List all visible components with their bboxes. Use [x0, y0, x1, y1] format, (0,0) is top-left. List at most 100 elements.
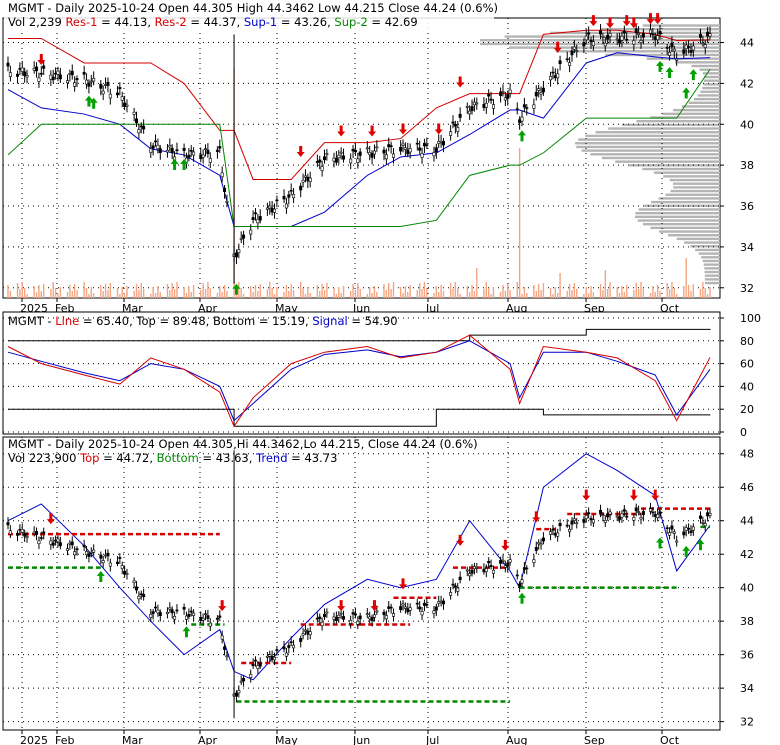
volume-bar: [223, 285, 226, 298]
candle-body: [270, 656, 274, 660]
candle-body: [253, 659, 257, 662]
volume-bar: [166, 284, 169, 298]
volume-profile-bar: [675, 61, 720, 64]
volume-profile-bar: [704, 267, 720, 270]
y-tick-label: 80: [740, 335, 754, 348]
candle-body: [570, 50, 574, 56]
volume-bar: [121, 287, 123, 298]
price-y-axis: 44 42 40 38 36 34 32: [720, 37, 754, 295]
volume-bar: [76, 290, 78, 298]
candle-body: [458, 113, 462, 118]
volume-bar: [242, 294, 245, 298]
candle-body: [684, 527, 688, 531]
candle-body: [668, 532, 672, 536]
candle-body: [703, 523, 707, 527]
volume-bar: [288, 291, 290, 298]
candle-body: [606, 513, 610, 518]
candle-body: [687, 46, 691, 48]
volume-bar: [16, 283, 19, 298]
candle-body: [23, 532, 27, 537]
candle-body: [468, 573, 472, 577]
candle-body: [518, 119, 522, 123]
down-arrow-icon: [629, 17, 638, 29]
volume-profile-bar: [673, 186, 720, 189]
candle-body: [56, 538, 60, 542]
volume-profile-bar: [693, 97, 720, 101]
down-arrow-icon: [399, 123, 408, 135]
volume-bar: [637, 289, 640, 298]
volume-bar: [9, 291, 12, 298]
bands-candles: [6, 450, 712, 719]
candle-body: [251, 663, 255, 667]
volume-profile-bar: [653, 171, 720, 174]
candle-body: [439, 140, 443, 143]
volume-profile-bar: [504, 35, 720, 38]
volume-bar: [618, 293, 621, 298]
volume-bar: [675, 294, 678, 298]
y-tick-label: 40: [740, 380, 754, 393]
candle-body: [35, 66, 39, 72]
candle-body: [32, 68, 36, 71]
volume-profile-bar: [700, 90, 720, 93]
price-header-line-2: Vol 2,239 Res-1 = 44.13, Res-2 = 44.37, …: [8, 15, 418, 29]
volume-bar: [102, 291, 104, 298]
candle-body: [365, 147, 369, 150]
candle-body: [23, 71, 27, 77]
volume-bar: [468, 292, 471, 298]
volume-bar: [418, 283, 421, 298]
up-arrow-icon: [84, 95, 93, 107]
candle-body: [572, 518, 576, 521]
candle-body: [687, 527, 691, 530]
header-segment: = 43.63,: [199, 451, 256, 465]
volume-profile-bar: [670, 189, 720, 193]
volume-bar: [533, 285, 535, 298]
candle-body: [8, 72, 12, 77]
candle-body: [472, 101, 476, 106]
candle-body: [220, 172, 224, 178]
candle-body: [301, 633, 305, 636]
candle-body: [689, 530, 693, 534]
down-arrow-icon: [589, 15, 598, 27]
y-tick-label: 44: [740, 515, 754, 528]
y-tick-label: 36: [740, 649, 754, 662]
candle-body: [156, 609, 160, 614]
candle-body: [39, 72, 43, 75]
candle-body: [406, 149, 410, 155]
candle-body: [537, 88, 541, 91]
candle-body: [437, 141, 441, 144]
candle-body: [365, 613, 369, 616]
volume-profile-bar: [480, 39, 720, 42]
volume-bar: [116, 288, 119, 298]
candle-body: [389, 145, 393, 147]
candle-body: [701, 522, 705, 524]
candle-body: [641, 32, 645, 38]
volume-bar: [487, 288, 490, 298]
candle-body: [508, 559, 512, 563]
candle-body: [220, 635, 224, 640]
candle-body: [208, 622, 212, 627]
volume-profile-bar: [576, 145, 720, 149]
volume-profile-bar: [676, 237, 720, 241]
candle-body: [708, 33, 712, 37]
candle-body: [189, 610, 193, 613]
volume-profile-bar: [673, 182, 720, 185]
header-segment: Signal: [312, 314, 347, 328]
candle-body: [639, 517, 643, 520]
candle-body: [568, 529, 572, 533]
volume-bar: [26, 294, 28, 298]
volume-bar: [119, 294, 121, 298]
volume-bar: [552, 294, 554, 298]
volume-profile-bar: [704, 278, 720, 281]
volume-profile-bar: [638, 208, 720, 211]
candle-body: [353, 149, 357, 153]
volume-bar: [266, 289, 269, 298]
candle-body: [672, 531, 676, 534]
up-arrow-icon: [96, 570, 105, 582]
volume-bar: [416, 290, 419, 298]
y-tick-label: 44: [740, 37, 754, 50]
candle-body: [218, 615, 222, 618]
candle-body: [18, 528, 22, 531]
y-tick-label: 0: [740, 426, 747, 439]
volume-bar: [138, 290, 140, 298]
volume-bar: [359, 289, 361, 298]
